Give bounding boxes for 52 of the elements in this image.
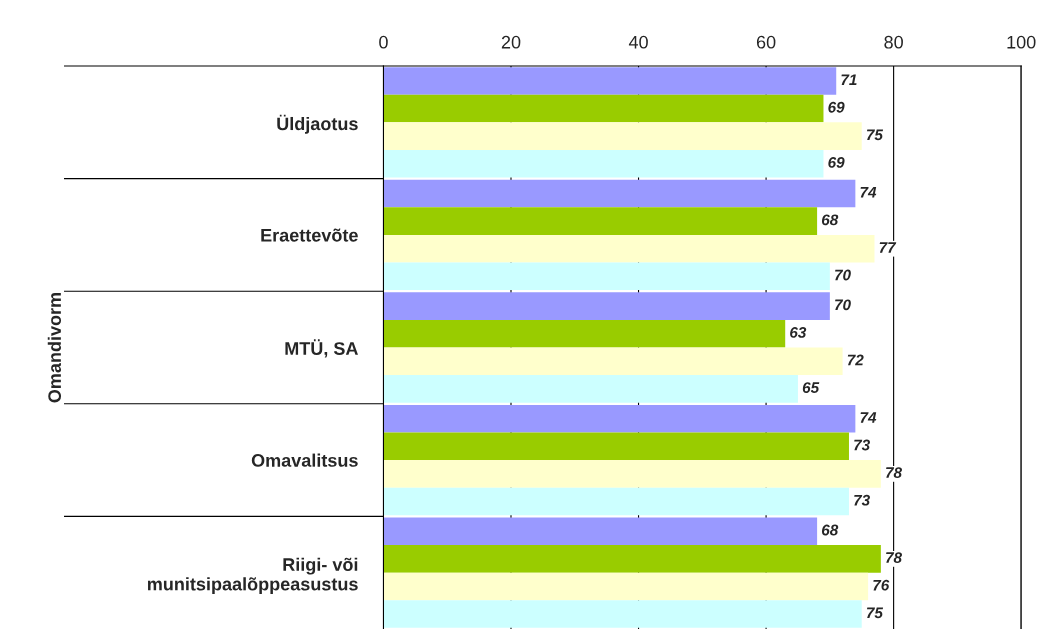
bar	[383, 347, 843, 376]
bar	[383, 94, 824, 123]
data-label: 73	[854, 439, 870, 451]
data-label: 72	[847, 354, 864, 366]
bar	[383, 460, 881, 488]
data-label: 70	[835, 269, 851, 281]
data-label: 68	[821, 524, 839, 536]
data-label: 74	[860, 412, 877, 423]
x-tick-label: 20	[501, 35, 521, 49]
bar	[383, 262, 830, 291]
bar	[383, 487, 849, 516]
data-label: 70	[835, 299, 851, 311]
y-tick-label: Üldjaotus	[277, 114, 358, 134]
bar	[383, 375, 798, 403]
data-label: 68	[821, 214, 839, 226]
bar	[383, 517, 818, 546]
data-label: 75	[866, 607, 884, 619]
data-label: 76	[873, 579, 890, 591]
bar	[383, 149, 824, 178]
x-tick-label: 80	[884, 35, 903, 49]
x-tick-label: 100	[1007, 35, 1036, 49]
bar	[383, 545, 881, 573]
x-tick-label: 40	[628, 35, 648, 49]
data-label: 69	[828, 157, 845, 168]
data-label: 75	[866, 129, 884, 141]
y-tick-label: Omavalitsus	[251, 453, 358, 467]
data-label: 73	[854, 494, 870, 506]
bar	[383, 234, 875, 263]
bar	[383, 292, 830, 320]
bar	[383, 600, 862, 628]
data-label: 74	[860, 186, 877, 198]
x-tick-label: 0	[379, 35, 388, 49]
data-label: 65	[802, 382, 820, 393]
bar	[383, 67, 837, 95]
bar	[383, 432, 849, 461]
bar	[383, 404, 856, 433]
data-label: 69	[828, 101, 845, 113]
data-label: 78	[886, 552, 902, 564]
bar	[383, 179, 856, 208]
x-tick-label: 60	[756, 35, 776, 49]
bar	[383, 122, 862, 150]
y-tick-label: MTÜ, SA	[285, 339, 358, 358]
y-tick-label: Riigi- või munitsipaalõppeasustus	[147, 557, 358, 595]
bar	[383, 207, 818, 235]
data-label: 63	[790, 327, 807, 338]
bar	[383, 319, 786, 348]
data-label: 77	[879, 242, 897, 253]
data-label: 78	[886, 467, 902, 479]
data-label: 71	[841, 74, 857, 85]
y-tick-label: Eraettevõte	[261, 228, 358, 242]
bar	[383, 572, 869, 601]
y-axis-title: Omandivorm	[47, 292, 62, 403]
